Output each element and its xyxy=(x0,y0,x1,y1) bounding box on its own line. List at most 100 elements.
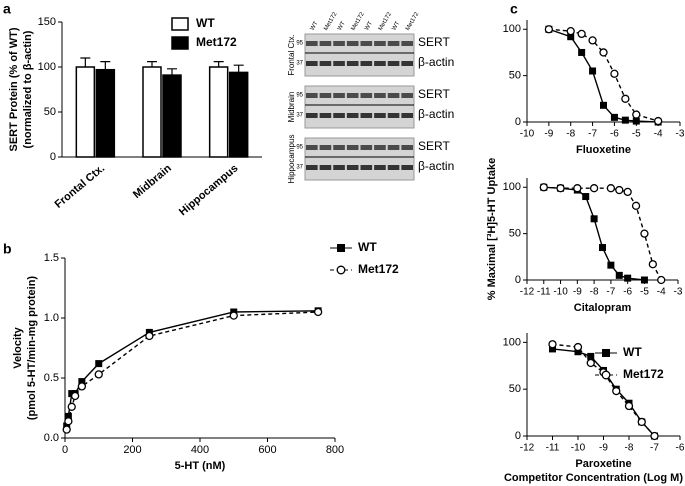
marker xyxy=(600,101,607,109)
x-tick-label: 800 xyxy=(326,444,344,456)
x-tick-label: Hippocampus xyxy=(177,162,240,218)
legend-marker xyxy=(336,265,346,275)
mw-marker: 95 xyxy=(296,41,303,47)
x-axis-label: Fluoxetine xyxy=(576,144,631,156)
series-line xyxy=(543,186,662,281)
marker xyxy=(615,271,623,279)
x-tick-label: -12 xyxy=(520,287,535,298)
y-axis-label: SERT Protein (% of WT) xyxy=(8,27,20,151)
marker xyxy=(606,184,616,193)
bar xyxy=(75,66,96,158)
marker xyxy=(78,378,86,386)
actin-band xyxy=(319,165,332,170)
x-tick-label: -4 xyxy=(657,287,666,298)
bar xyxy=(95,68,116,158)
sert-band xyxy=(374,93,386,98)
y-tick-label: 0 xyxy=(50,151,56,163)
marker xyxy=(587,352,595,360)
error-bar xyxy=(213,61,224,67)
panel-label: c xyxy=(510,1,518,17)
x-tick-label: -6 xyxy=(610,129,619,140)
x-tick-label: 200 xyxy=(123,444,141,456)
band-label: β-actin xyxy=(418,159,454,173)
x-tick-label: -11 xyxy=(546,443,560,454)
blot-image xyxy=(304,137,415,181)
marker xyxy=(64,417,73,426)
x-tick-label: Frontal Ctx. xyxy=(53,162,108,210)
x-tick-label: -12 xyxy=(520,443,535,454)
actin-band xyxy=(346,61,359,66)
x-tick-label: -3 xyxy=(676,129,685,140)
y-tick-label: 50 xyxy=(509,383,521,395)
y-axis-label: % Maximal [³H]5-HT Uptake xyxy=(486,158,498,300)
lane-label: WT xyxy=(310,20,320,31)
marker xyxy=(621,94,630,103)
y-axis-label: Velocity xyxy=(12,326,24,368)
marker xyxy=(588,36,597,45)
series-line xyxy=(65,310,319,427)
y-tick-label: 50 xyxy=(44,106,56,118)
marker xyxy=(574,348,582,356)
actin-band xyxy=(346,113,359,118)
x-tick-label: -9 xyxy=(573,287,582,298)
marker xyxy=(615,185,624,195)
sert-band xyxy=(387,41,400,46)
actin-band xyxy=(306,61,318,66)
actin-band xyxy=(319,113,332,118)
sert-band xyxy=(387,93,400,98)
sert-band xyxy=(360,41,373,46)
marker xyxy=(539,183,548,192)
bar xyxy=(208,66,229,158)
error-bar xyxy=(80,57,91,67)
legend-marker xyxy=(337,244,345,252)
marker xyxy=(653,116,663,126)
sert-band xyxy=(346,41,359,46)
sert-band xyxy=(401,41,413,46)
error-bar xyxy=(100,61,111,70)
actin-band xyxy=(387,113,400,118)
marker xyxy=(567,33,575,41)
marker xyxy=(573,184,582,193)
legend-swatch xyxy=(171,36,189,50)
y-tick-label: 100 xyxy=(38,61,56,73)
y-axis-label: (pmol 5-HT/min-mg protein) xyxy=(26,276,38,421)
marker xyxy=(582,193,590,201)
marker xyxy=(640,229,649,238)
actin-band xyxy=(346,165,359,170)
mw-marker: 37 xyxy=(296,113,303,119)
y-tick-label: 0.0 xyxy=(44,432,59,444)
bar xyxy=(162,74,182,158)
actin-band xyxy=(360,165,373,170)
sert-band xyxy=(374,145,386,150)
marker xyxy=(612,386,621,396)
marker xyxy=(599,48,608,57)
y-tick-label: 0 xyxy=(515,274,521,286)
x-tick-label: -10 xyxy=(553,287,568,298)
actin-band xyxy=(401,113,413,118)
x-tick-label: -8 xyxy=(566,129,575,140)
marker xyxy=(145,331,154,341)
sert-band xyxy=(306,145,318,150)
marker xyxy=(64,412,72,420)
legend-label: WT xyxy=(358,240,377,254)
mw-marker: 95 xyxy=(296,93,303,99)
marker xyxy=(624,274,632,282)
marker xyxy=(632,110,641,119)
marker xyxy=(549,345,556,353)
region-label: Midbrain xyxy=(287,92,296,123)
sert-band xyxy=(333,145,345,150)
actin-band xyxy=(360,61,373,66)
sert-band xyxy=(333,93,345,98)
actin-band xyxy=(374,113,386,118)
x-tick-label: -8 xyxy=(625,443,634,454)
x-axis-label: Citalopram xyxy=(574,302,632,314)
actin-band xyxy=(374,165,386,170)
lane-label: Met172 xyxy=(405,11,421,32)
x-axis-title: Competitor Concentration (Log M) xyxy=(504,472,683,484)
marker xyxy=(590,215,598,223)
y-tick-label: 100 xyxy=(503,336,521,348)
series-line xyxy=(66,311,319,430)
legend-marker xyxy=(602,349,610,357)
panel-label: b xyxy=(3,241,12,257)
